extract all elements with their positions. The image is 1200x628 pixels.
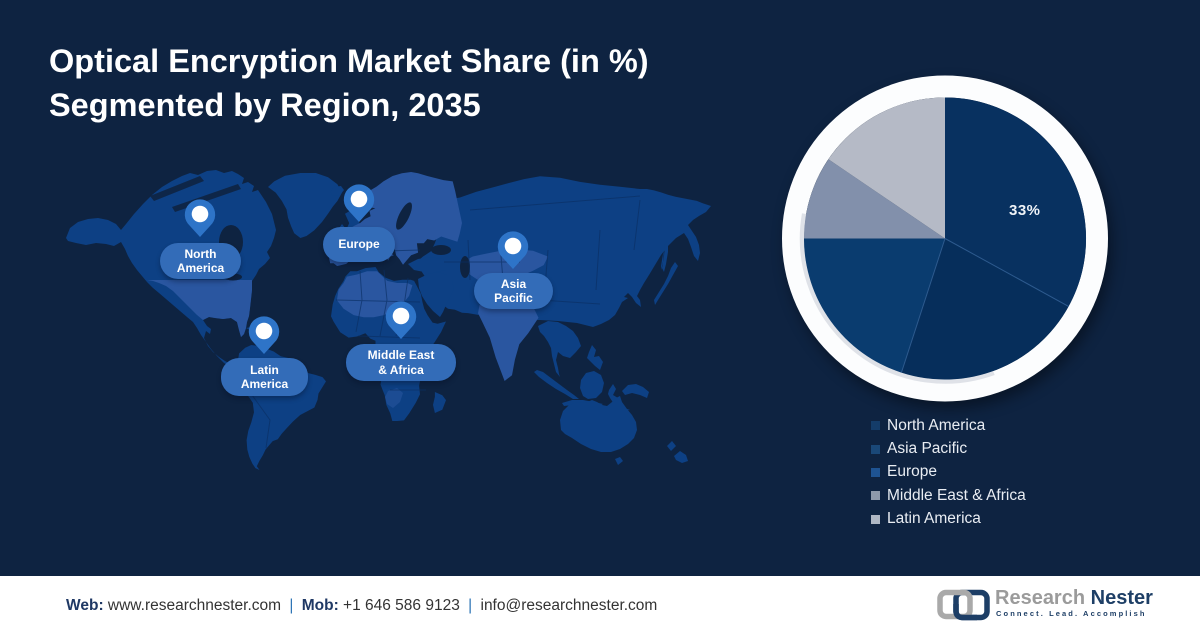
svg-text:Connect. Lead. Accomplish: Connect. Lead. Accomplish [996, 609, 1147, 618]
svg-text:Research Nester: Research Nester [995, 587, 1153, 609]
